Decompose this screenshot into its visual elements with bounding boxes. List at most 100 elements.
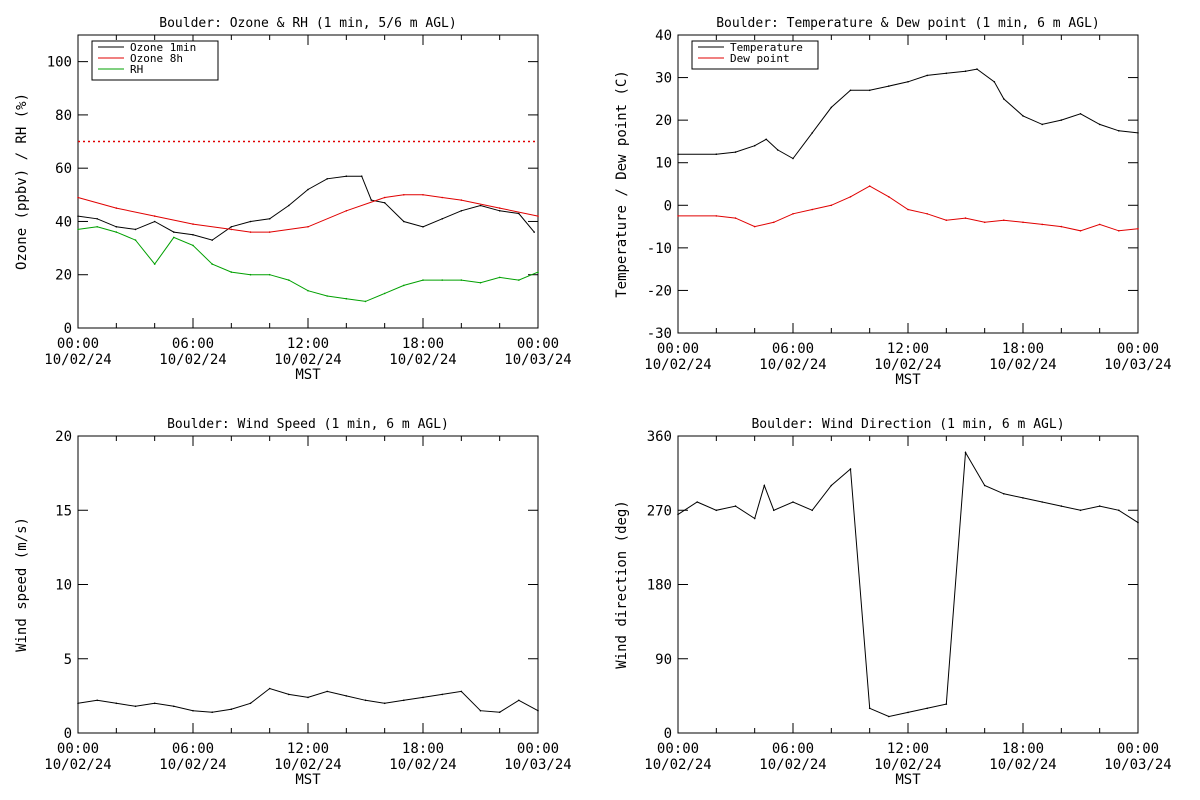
x-tick-date: 10/02/24 <box>44 352 111 368</box>
x-axis-label: MST <box>295 772 321 788</box>
data-point <box>115 226 118 228</box>
x-tick-label: 06:00 <box>772 341 814 357</box>
x-tick-date: 10/03/24 <box>1104 357 1171 373</box>
x-tick-label: 18:00 <box>402 741 444 757</box>
x-tick-label: 06:00 <box>172 741 214 757</box>
series-line-2 <box>77 194 539 233</box>
x-tick-label: 12:00 <box>887 741 929 757</box>
data-point <box>460 199 463 201</box>
data-point <box>192 234 194 236</box>
data-point <box>1137 521 1139 524</box>
data-point <box>268 231 271 233</box>
data-point <box>498 207 501 209</box>
plot-frame <box>677 435 1139 734</box>
data-point <box>77 228 79 231</box>
data-point <box>888 196 890 198</box>
x-tick-date: 10/02/24 <box>159 352 226 368</box>
x-axis-label: MST <box>895 772 921 788</box>
data-point <box>518 699 520 702</box>
data-point <box>364 699 367 702</box>
data-point <box>830 484 833 487</box>
y-tick-label: 15 <box>55 503 72 519</box>
data-point <box>734 217 737 219</box>
data-point <box>422 279 424 281</box>
data-point <box>441 279 444 281</box>
data-point <box>422 696 424 699</box>
x-tick-label: 12:00 <box>287 336 329 352</box>
data-point <box>1041 223 1043 226</box>
data-point <box>1022 497 1024 499</box>
data-point <box>1098 223 1101 226</box>
data-point <box>1060 505 1063 507</box>
data-point <box>1098 505 1101 507</box>
data-point <box>364 300 367 303</box>
data-point <box>868 89 871 92</box>
x-tick-date: 10/02/24 <box>389 352 456 368</box>
y-tick-label: 5 <box>64 652 72 668</box>
data-point <box>993 81 996 83</box>
data-point <box>926 707 928 710</box>
data-point <box>460 690 463 693</box>
data-point <box>96 699 98 702</box>
y-tick-label: -30 <box>647 326 672 342</box>
x-tick-date: 10/02/24 <box>759 757 826 773</box>
data-point <box>964 451 967 454</box>
data-point <box>288 204 290 207</box>
x-tick-date: 10/02/24 <box>644 757 711 773</box>
data-point <box>753 517 756 520</box>
data-point <box>307 289 309 292</box>
data-point <box>249 231 252 233</box>
y-tick-label: 20 <box>655 113 672 129</box>
data-point <box>96 226 98 228</box>
data-point <box>498 711 501 713</box>
legend-label: Dew point <box>730 52 790 65</box>
data-point <box>907 81 909 83</box>
data-point <box>792 213 794 215</box>
x-tick-date: 10/03/24 <box>504 352 571 368</box>
data-point <box>345 695 348 697</box>
data-point <box>77 702 79 705</box>
data-point <box>1003 98 1005 100</box>
data-point <box>830 204 833 207</box>
data-point <box>518 212 520 215</box>
data-point <box>677 153 679 155</box>
data-point <box>811 132 813 134</box>
data-point <box>715 215 718 217</box>
legend-label: Ozone 1min <box>130 41 196 54</box>
y-tick-label: 10 <box>655 156 672 172</box>
y-axis-label: Ozone (ppbv) / RH (%) <box>14 93 30 270</box>
data-point <box>907 208 909 211</box>
x-tick-label: 00:00 <box>517 741 559 757</box>
data-point <box>441 196 444 199</box>
data-point <box>326 690 329 693</box>
data-point <box>268 218 271 220</box>
data-point <box>288 279 290 281</box>
data-point <box>403 220 405 223</box>
data-point <box>734 505 737 507</box>
data-point <box>345 297 348 300</box>
x-tick-date: 10/02/24 <box>159 757 226 773</box>
x-tick-date: 10/03/24 <box>504 757 571 773</box>
data-point <box>1022 115 1024 117</box>
x-tick-date: 10/02/24 <box>644 357 711 373</box>
data-point <box>498 276 501 279</box>
x-axis-label: MST <box>895 372 921 388</box>
data-point <box>811 208 813 211</box>
data-point <box>479 204 482 207</box>
data-point <box>230 271 233 273</box>
data-point <box>983 484 986 487</box>
data-point <box>403 194 405 196</box>
data-point <box>192 223 194 225</box>
data-point <box>1060 119 1063 121</box>
data-point <box>383 196 386 199</box>
data-point <box>268 687 271 690</box>
y-tick-label: 40 <box>55 214 72 230</box>
x-tick-date: 10/02/24 <box>874 757 941 773</box>
data-point <box>326 178 329 180</box>
data-point <box>537 709 539 712</box>
series-line-1 <box>678 68 1139 160</box>
y-tick-label: 60 <box>55 161 72 177</box>
y-tick-label: 0 <box>64 726 72 742</box>
data-point <box>1079 113 1082 115</box>
data-point <box>1137 227 1139 230</box>
